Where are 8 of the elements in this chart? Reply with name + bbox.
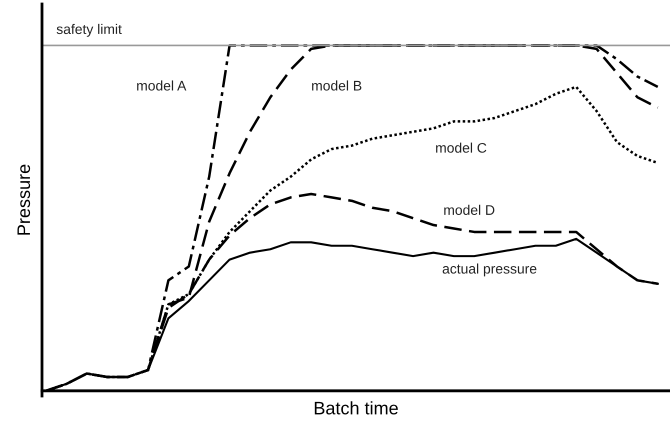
series-label: model B bbox=[312, 80, 362, 91]
y-axis-title: Pressure bbox=[18, 164, 30, 235]
x-axis-title: Batch time bbox=[314, 401, 398, 414]
text: model A bbox=[137, 80, 186, 91]
series-label: model D bbox=[444, 204, 494, 215]
series-label: model C bbox=[436, 142, 486, 153]
ref-line-label: safety limit bbox=[56, 24, 122, 37]
series-label: actual pressure bbox=[442, 263, 536, 276]
